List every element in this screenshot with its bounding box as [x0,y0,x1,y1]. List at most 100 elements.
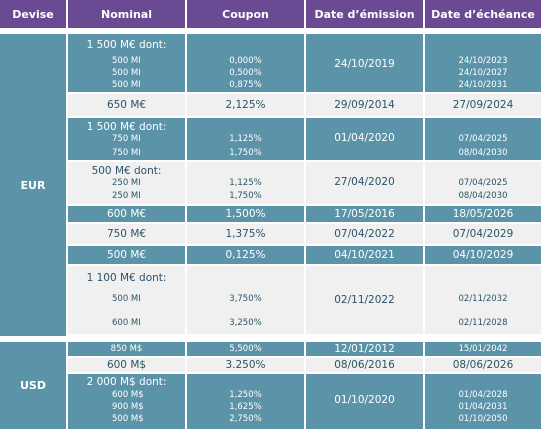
nominal-line: 500 MI [112,56,141,66]
nominal-cell: 850 M$ [68,342,187,358]
echeance-line: 01/04/2031 [458,402,508,412]
coupon-line: 1,625% [229,402,262,412]
emission-cell: 17/05/2016 [306,206,425,224]
coupon-cell: 3,750% 3,250% [187,266,306,336]
nominal-value: 850 M$ [110,344,143,354]
table-row: 500 M€ dont: 250 MI 250 MI 1,125% 1,750%… [68,162,541,206]
coupon-cell: 1,125% 1,750% [187,162,306,206]
coupon-line: 1,125% [229,134,262,144]
emission-cell: 07/04/2022 [306,224,425,246]
nominal-cell: 650 M€ [68,94,187,118]
coupon-cell: 0,000% 0,500% 0,875% [187,34,306,94]
nominal-line: 250 MI [112,191,141,201]
echeance-line: 08/04/2030 [458,148,508,158]
currency-usd: USD [0,342,66,429]
nominal-line: 500 M$ [112,414,144,424]
coupon-line: 1,750% [229,191,262,201]
echeance-cell: 07/04/2029 [425,224,541,246]
coupon-line: 0,000% [229,56,262,66]
nominal-cell: 1 500 M€ dont: 500 MI 500 MI 500 MI [68,34,187,94]
emission-cell: 04/10/2021 [306,246,425,266]
echeance-line: 24/10/2027 [458,68,508,78]
nominal-cell: 2 000 M$ dont: 600 M$ 900 M$ 500 M$ [68,374,187,429]
emission-date: 01/04/2020 [334,132,395,144]
emission-cell: 01/10/2020 [306,374,425,429]
nominal-line: 500 MI [112,80,141,90]
table-row: 650 M€ 2,125% 29/09/2014 27/09/2024 [68,94,541,118]
nominal-value: 650 M€ [106,99,147,111]
echeance-cell: 07/04/2025 08/04/2030 [425,162,541,206]
echeance-line: 08/04/2030 [458,191,508,201]
echeance-line: 07/04/2025 [458,178,508,188]
echeance-date: 04/10/2029 [452,249,514,261]
echeance-cell: 27/09/2024 [425,94,541,118]
emission-cell: 08/06/2016 [306,358,425,374]
header-echeance: Date d’échéance [425,0,541,28]
emission-date: 17/05/2016 [334,208,395,220]
nominal-line: 600 M$ [112,390,144,400]
nominal-cell: 600 M$ [68,358,187,374]
echeance-cell: 18/05/2026 [425,206,541,224]
nominal-cell: 500 M€ [68,246,187,266]
emission-date: 02/11/2022 [334,294,395,306]
echeance-cell: 08/06/2026 [425,358,541,374]
echeance-cell: 07/04/2025 08/04/2030 [425,118,541,162]
coupon-cell: 1,125% 1,750% [187,118,306,162]
nominal-cell: 500 M€ dont: 250 MI 250 MI [68,162,187,206]
header-emission: Date d’émission [306,0,425,28]
nominal-value: 600 M$ [106,359,147,371]
coupon-line: 0,500% [229,68,262,78]
table-row: 1 500 M€ dont: 750 MI 750 MI 1,125% 1,75… [68,118,541,162]
coupon-value: 0,125% [225,249,266,261]
emission-cell: 01/04/2020 [306,118,425,162]
coupon-line: 2,750% [229,414,262,424]
section-divider [0,336,541,342]
nominal-head: 2 000 M$ dont: [86,376,167,388]
header-nominal: Nominal [68,0,187,28]
nominal-head: 1 500 M€ dont: [86,121,167,133]
nominal-line: 600 MI [112,318,141,328]
table-row: 600 M$ 3.250% 08/06/2016 08/06/2026 [68,358,541,374]
nominal-value: 600 M€ [106,208,147,220]
coupon-line: 0,875% [229,80,262,90]
table-row: 500 M€ 0,125% 04/10/2021 04/10/2029 [68,246,541,266]
coupon-line: 3,750% [229,294,262,304]
nominal-head: 500 M€ dont: [91,165,162,177]
echeance-cell: 02/11/2032 02/11/2028 [425,266,541,336]
coupon-value: 1,500% [225,208,266,220]
echeance-date: 18/05/2026 [452,208,514,220]
table-row: 850 M$ 5,500% 12/01/2012 15/01/2042 [68,342,541,358]
echeance-cell: 24/10/2023 24/10/2027 24/10/2031 [425,34,541,94]
emission-date: 24/10/2019 [334,58,395,70]
coupon-line: 3,250% [229,318,262,328]
emission-date: 08/06/2016 [334,359,395,371]
emission-date: 29/09/2014 [334,99,395,111]
emission-cell: 24/10/2019 [306,34,425,94]
coupon-cell: 5,500% [187,342,306,358]
echeance-line: 01/10/2050 [458,414,508,424]
nominal-value: 500 M€ [106,249,147,261]
coupon-cell: 3.250% [187,358,306,374]
emission-cell: 02/11/2022 [306,266,425,336]
coupon-value: 2,125% [225,99,266,111]
echeance-date: 08/06/2026 [452,359,514,371]
nominal-value: 750 M€ [106,228,147,240]
table-row: 2 000 M$ dont: 600 M$ 900 M$ 500 M$ 1,25… [68,374,541,429]
nominal-cell: 1 100 M€ dont: 500 MI 600 MI [68,266,187,336]
emission-cell: 12/01/2012 [306,342,425,358]
echeance-line: 02/11/2032 [458,294,508,304]
nominal-line: 500 MI [112,68,141,78]
coupon-cell: 2,125% [187,94,306,118]
echeance-date: 07/04/2029 [452,228,514,240]
echeance-cell: 01/04/2028 01/04/2031 01/10/2050 [425,374,541,429]
nominal-head: 1 100 M€ dont: [86,272,167,284]
emission-cell: 27/04/2020 [306,162,425,206]
emission-date: 07/04/2022 [334,228,395,240]
emission-date: 01/10/2020 [334,394,395,406]
echeance-cell: 04/10/2029 [425,246,541,266]
coupon-cell: 1,500% [187,206,306,224]
table-row: 1 100 M€ dont: 500 MI 600 MI 3,750% 3,25… [68,266,541,336]
emission-date: 12/01/2012 [334,343,395,355]
echeance-line: 01/04/2028 [458,390,508,400]
